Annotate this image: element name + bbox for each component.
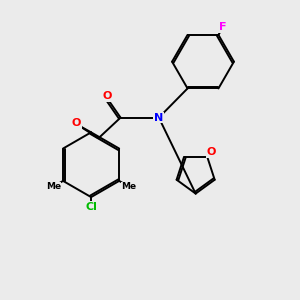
Text: O: O (103, 91, 112, 101)
Text: Cl: Cl (85, 202, 97, 212)
Text: Me: Me (46, 182, 61, 191)
Text: Me: Me (121, 182, 136, 191)
Text: N: N (154, 112, 164, 123)
Text: O: O (206, 147, 216, 157)
Text: F: F (219, 22, 226, 32)
Text: O: O (72, 118, 81, 128)
